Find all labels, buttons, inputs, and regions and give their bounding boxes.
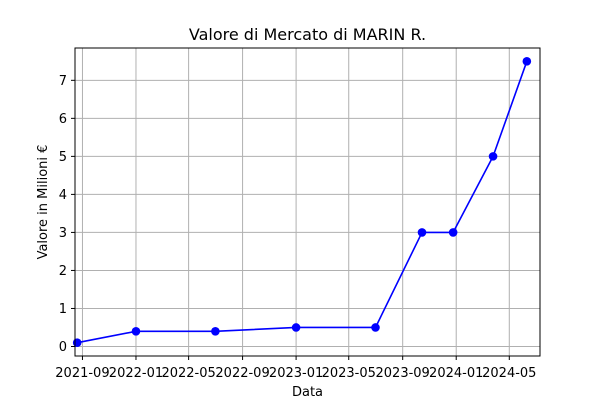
x-tick-label: 2024-01 <box>429 366 483 381</box>
data-point <box>417 228 427 237</box>
x-tick-label: 2023-01 <box>269 366 323 381</box>
x-tick-label: 2022-01 <box>109 366 163 381</box>
y-tick-label: 5 <box>59 150 67 165</box>
x-tick-label: 2024-05 <box>482 366 536 381</box>
data-point <box>522 57 532 66</box>
x-tick-label: 2022-05 <box>161 366 215 381</box>
data-point <box>371 323 380 332</box>
y-tick-label: 1 <box>59 302 67 317</box>
y-tick-label: 6 <box>59 112 67 127</box>
x-axis-label: Data <box>292 385 323 400</box>
y-tick-label: 3 <box>59 226 67 241</box>
data-point <box>291 323 301 332</box>
y-axis-label: Valore in Milioni € <box>36 145 51 260</box>
y-tick-label: 7 <box>59 74 67 89</box>
data-point <box>448 228 458 237</box>
y-tick-label: 2 <box>59 264 67 279</box>
x-tick-label: 2021-09 <box>55 366 109 381</box>
x-tick-label: 2023-09 <box>376 366 430 381</box>
grid <box>75 48 540 356</box>
y-tick-label: 0 <box>59 340 67 355</box>
x-tick-label: 2022-09 <box>215 366 269 381</box>
axes-frame <box>74 47 541 357</box>
data-point <box>488 152 498 161</box>
data-point <box>131 326 141 336</box>
data-point <box>211 326 220 336</box>
data-point <box>72 338 82 347</box>
chart-title: Valore di Mercato di MARIN R. <box>189 25 426 44</box>
x-tick-label: 2023-05 <box>322 366 376 381</box>
y-tick-label: 4 <box>59 188 67 203</box>
